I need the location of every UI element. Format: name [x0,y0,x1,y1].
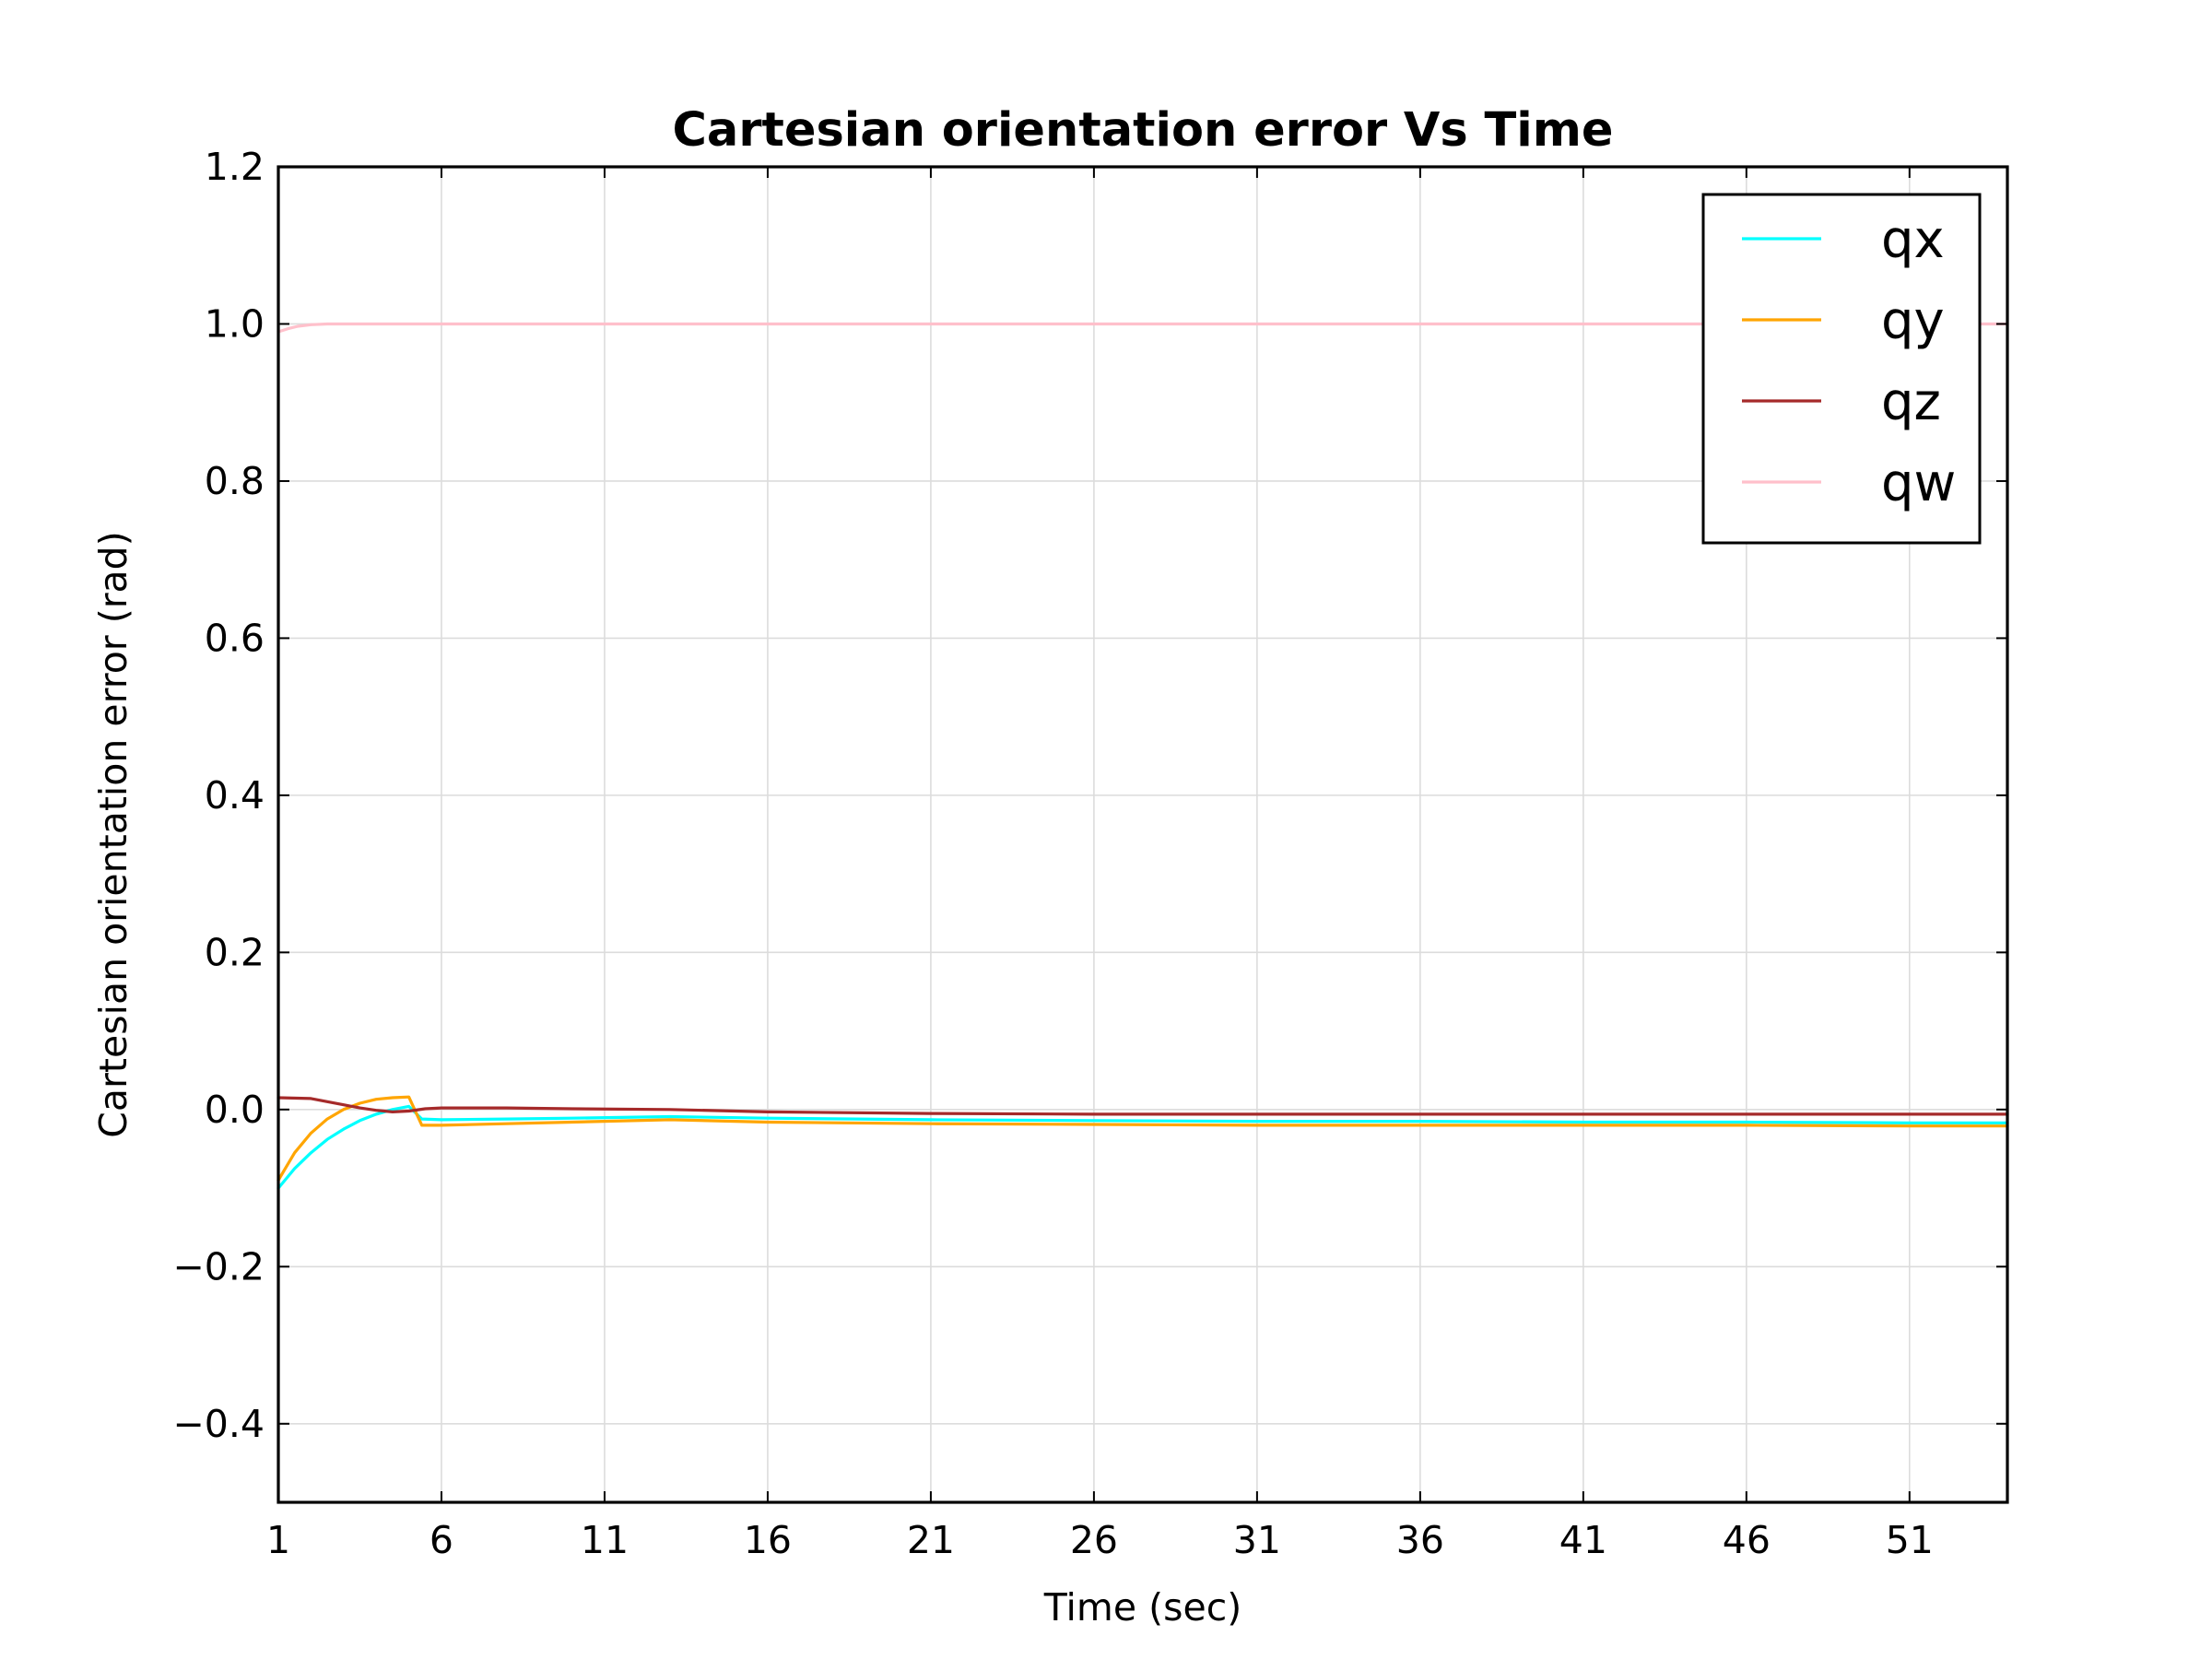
legend-label-qx: qx [1881,210,1945,270]
y-tick-label: 0.2 [205,930,265,974]
series-layer [276,322,2009,1190]
x-tick-label: 1 [266,1518,290,1562]
chart-title: Cartesian orientation error Vs Time [672,103,1613,158]
x-tick-label: 21 [907,1518,955,1562]
x-tick-label: 26 [1070,1518,1118,1562]
series-line-qy [276,1095,2009,1182]
series-line-qw [276,322,2009,334]
y-tick-label: −0.2 [172,1244,265,1288]
x-tick-label: 11 [581,1518,629,1562]
legend-label-qz: qz [1881,372,1941,432]
y-tick-label: 0.6 [205,616,265,660]
tick-layer: 1 6 11 16 21 26 31 36 41 46 51−0.4−0.20.00.20.40.6… [172,145,2007,1562]
x-tick-label: 41 [1559,1518,1607,1562]
x-tick-label: 16 [744,1518,792,1562]
legend-box [1701,193,1982,545]
legend: qx qy qz qw [1701,193,1982,545]
x-tick-label: 36 [1396,1518,1444,1562]
y-axis-label: Cartesian orientation error (rad) [91,531,135,1137]
legend-label-qw: qw [1881,453,1956,513]
plot-frame [276,165,2009,1504]
x-tick-label: 6 [429,1518,453,1562]
y-tick-label: 0.4 [205,773,265,818]
legend-label-qy: qy [1881,291,1945,351]
y-tick-label: 1.2 [205,145,265,189]
x-tick-label: 31 [1233,1518,1281,1562]
x-tick-label: 51 [1886,1518,1934,1562]
series-line-qz [276,1096,2009,1116]
y-tick-label: 0.0 [205,1088,265,1132]
y-tick-label: 0.8 [205,459,265,503]
y-tick-label: −0.4 [172,1402,265,1446]
x-tick-label: 46 [1723,1518,1771,1562]
y-tick-label: 1.0 [205,301,265,346]
x-axis-label: Time (sec) [1043,1585,1242,1630]
series-line-qx [276,1104,2009,1190]
